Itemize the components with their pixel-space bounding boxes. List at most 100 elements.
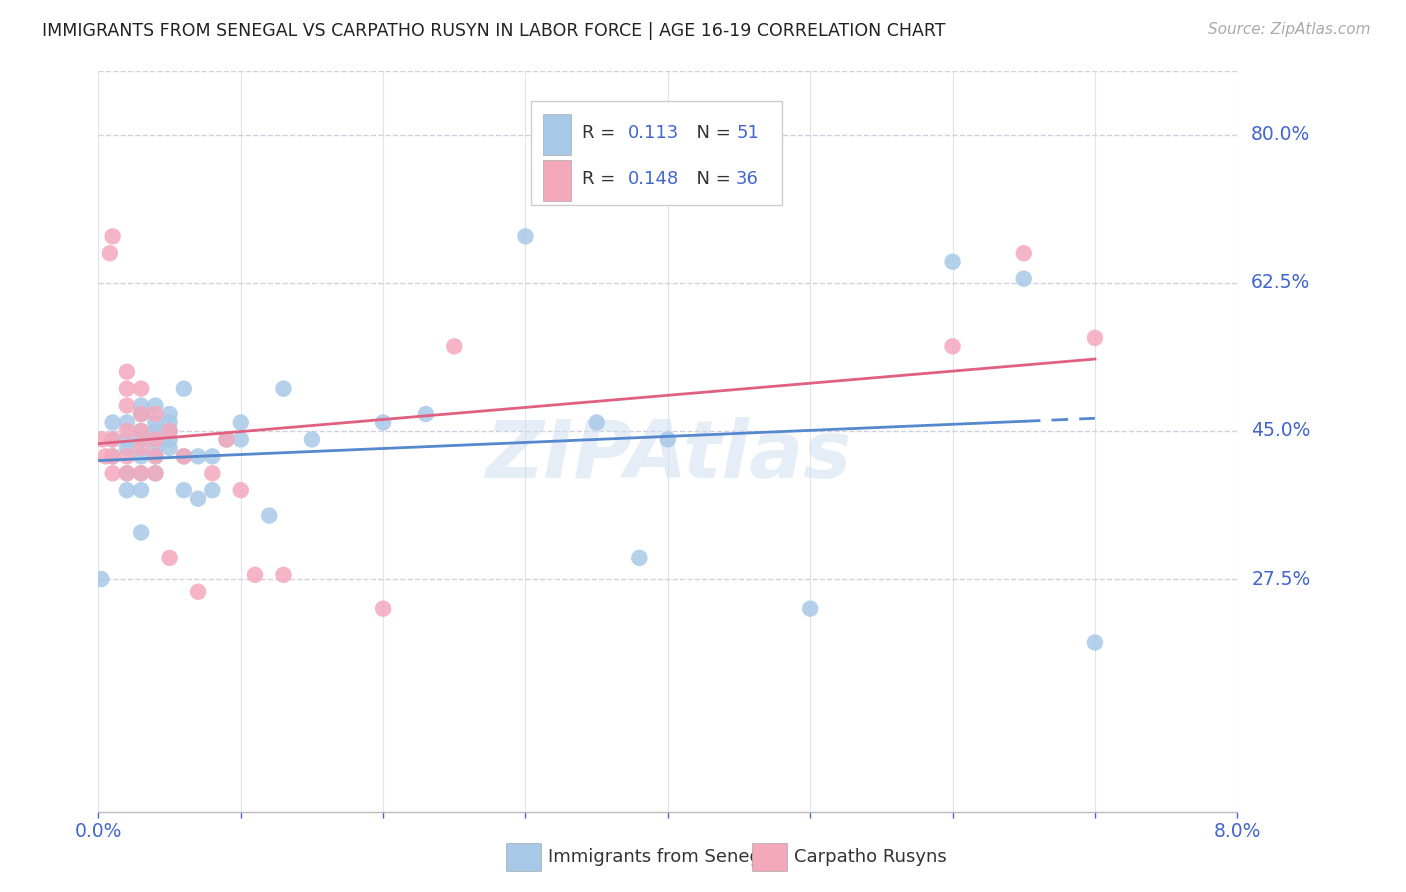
Text: 36: 36 [737,169,759,187]
Point [201,467,224,481]
Text: 0.148: 0.148 [628,169,679,187]
Point [115,467,138,481]
Point [145,441,167,455]
Point [1012,246,1035,260]
Point [129,407,152,421]
Point [173,382,195,396]
Point [301,433,323,447]
Point [443,339,465,353]
Point [145,467,167,481]
Text: 80.0%: 80.0% [1251,125,1310,145]
Point [145,467,167,481]
Point [115,441,138,455]
Point [115,467,138,481]
Point [129,467,152,481]
Point [173,450,195,464]
Text: ZIPAtlas: ZIPAtlas [485,417,851,495]
Point [371,416,394,430]
Point [201,450,224,464]
Point [129,424,152,438]
Point [115,483,138,498]
Point [159,441,181,455]
Point [259,508,281,523]
Point [1012,271,1035,285]
Point [129,483,152,498]
Point [129,441,152,455]
Point [159,424,181,438]
Text: 51: 51 [737,124,759,142]
Point [115,365,138,379]
Point [145,424,167,438]
Text: Immigrants from Senegal: Immigrants from Senegal [548,848,778,866]
Point [187,450,209,464]
Point [145,407,167,421]
Point [273,567,295,582]
Text: IMMIGRANTS FROM SENEGAL VS CARPATHO RUSYN IN LABOR FORCE | AGE 16-19 CORRELATION: IMMIGRANTS FROM SENEGAL VS CARPATHO RUSY… [42,22,946,40]
Point [229,433,252,447]
Point [515,229,537,244]
Point [201,483,224,498]
Point [145,450,167,464]
Point [90,572,112,586]
Text: N =: N = [685,124,737,142]
Point [159,433,181,447]
Point [129,433,152,447]
Point [145,399,167,413]
Point [129,407,152,421]
Point [942,254,965,268]
Text: R =: R = [582,124,621,142]
Point [229,416,252,430]
Point [101,229,124,244]
Point [129,382,152,396]
Point [115,424,138,438]
Point [415,407,437,421]
Text: 27.5%: 27.5% [1251,569,1310,589]
Point [215,433,238,447]
Point [91,433,114,447]
Point [94,450,117,464]
FancyBboxPatch shape [543,114,571,155]
Point [215,433,238,447]
Point [942,339,965,353]
Point [101,450,124,464]
Point [1084,331,1107,345]
Text: Carpatho Rusyns: Carpatho Rusyns [794,848,948,866]
Point [799,601,821,615]
Point [115,399,138,413]
Point [115,416,138,430]
Point [173,483,195,498]
Point [115,450,138,464]
Point [98,246,121,260]
Point [101,433,124,447]
Point [243,567,266,582]
Text: R =: R = [582,169,621,187]
Point [159,550,181,565]
Point [159,416,181,430]
Point [129,424,152,438]
Point [101,450,124,464]
Point [145,433,167,447]
Text: 0.113: 0.113 [628,124,679,142]
Point [628,550,651,565]
Point [173,450,195,464]
Point [129,450,152,464]
Point [159,407,181,421]
Point [585,416,607,430]
Point [115,433,138,447]
Text: 62.5%: 62.5% [1251,273,1310,293]
Point [371,601,394,615]
Text: 45.0%: 45.0% [1251,421,1310,441]
Point [129,467,152,481]
Point [145,450,167,464]
Point [1084,635,1107,649]
FancyBboxPatch shape [531,101,782,204]
Point [115,382,138,396]
Point [273,382,295,396]
Point [129,525,152,540]
Point [129,399,152,413]
Point [187,491,209,506]
Point [187,584,209,599]
Text: N =: N = [685,169,737,187]
Text: Source: ZipAtlas.com: Source: ZipAtlas.com [1208,22,1371,37]
Point [101,416,124,430]
